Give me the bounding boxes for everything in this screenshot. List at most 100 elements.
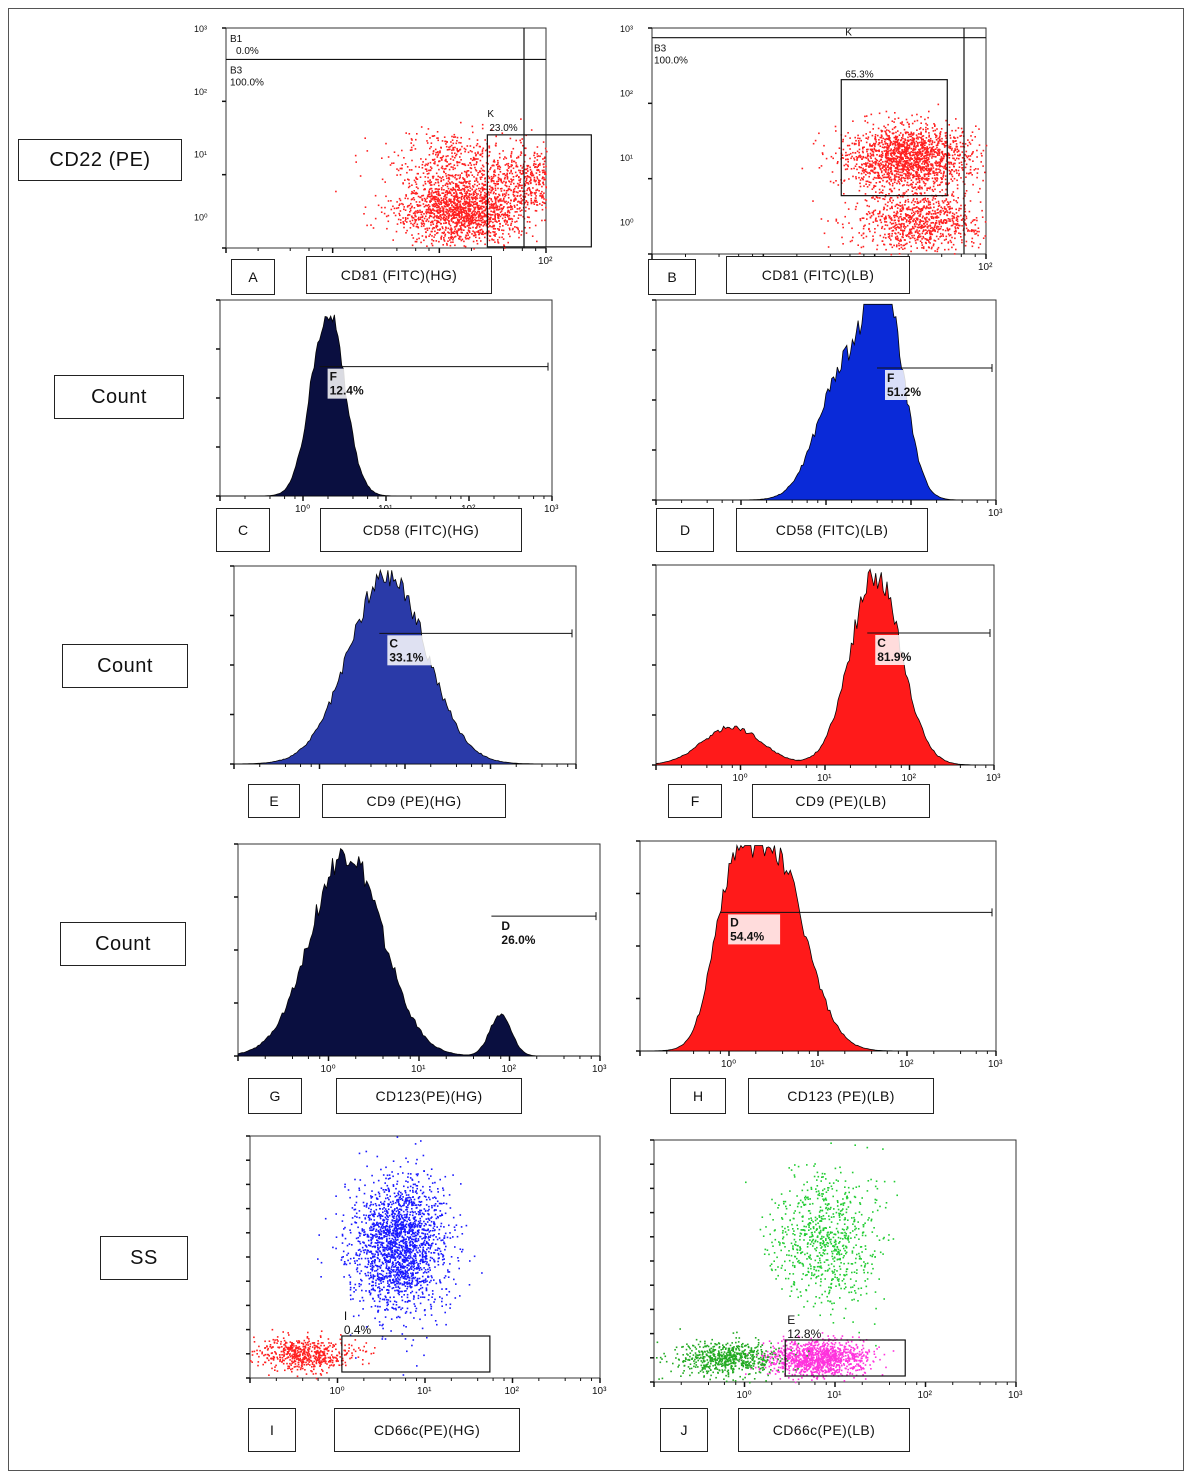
event-dot xyxy=(919,215,921,217)
event-dot xyxy=(877,215,880,218)
event-dot xyxy=(540,195,543,197)
event-dot xyxy=(485,202,487,204)
event-dot xyxy=(874,231,876,234)
event-dot xyxy=(445,200,448,203)
event-dot xyxy=(476,139,479,141)
event-dot xyxy=(449,228,451,231)
event-dot xyxy=(467,213,469,215)
event-dot xyxy=(863,171,865,174)
event-dot xyxy=(498,236,501,239)
event-dot xyxy=(485,195,487,198)
event-dot xyxy=(452,238,454,241)
event-dot xyxy=(866,150,868,153)
event-dot xyxy=(474,214,477,217)
event-dot xyxy=(891,246,894,249)
event-dot xyxy=(905,131,908,133)
event-dot xyxy=(906,139,909,142)
event-dot xyxy=(463,184,466,187)
event-dot xyxy=(910,201,913,204)
event-dot xyxy=(868,175,870,178)
event-dot xyxy=(410,192,413,195)
event-dot xyxy=(971,152,974,154)
event-dot xyxy=(870,154,873,157)
event-dot xyxy=(462,163,465,165)
event-dot xyxy=(481,197,483,200)
event-dot xyxy=(454,167,456,170)
event-dot xyxy=(881,146,884,149)
event-dot xyxy=(882,208,885,211)
event-dot xyxy=(472,131,474,134)
event-dot xyxy=(893,225,896,228)
event-dot xyxy=(947,161,949,164)
event-dot xyxy=(422,203,425,205)
event-dot xyxy=(492,221,494,224)
event-dot xyxy=(877,224,879,227)
event-dot xyxy=(448,176,450,179)
event-dot xyxy=(949,201,952,203)
event-dot xyxy=(543,177,545,179)
event-dot xyxy=(888,162,890,164)
event-dot xyxy=(458,222,460,224)
event-dot xyxy=(903,225,905,227)
event-dot xyxy=(881,215,883,218)
event-dot xyxy=(864,115,866,118)
event-dot xyxy=(911,186,913,188)
event-dot xyxy=(946,214,948,216)
event-dot xyxy=(920,122,922,124)
event-dot xyxy=(428,169,430,172)
event-dot xyxy=(932,146,935,148)
event-dot xyxy=(885,248,887,251)
event-dot xyxy=(520,141,522,144)
event-dot xyxy=(526,203,529,206)
event-dot xyxy=(927,207,929,209)
event-dot xyxy=(432,226,435,229)
event-dot xyxy=(463,218,465,220)
event-dot xyxy=(964,223,967,225)
event-dot xyxy=(451,135,453,138)
event-dot xyxy=(435,178,438,181)
event-dot xyxy=(928,168,930,171)
event-dot xyxy=(473,159,476,161)
event-dot xyxy=(529,192,532,195)
event-dot xyxy=(518,214,520,216)
event-dot xyxy=(921,167,923,169)
event-dot xyxy=(895,213,898,215)
event-dot xyxy=(865,141,868,144)
event-dot xyxy=(943,144,946,147)
event-dot xyxy=(482,225,485,227)
event-dot xyxy=(910,133,913,135)
event-dot xyxy=(895,160,898,162)
event-dot xyxy=(918,221,921,223)
event-dot xyxy=(467,224,469,227)
event-dot xyxy=(917,161,919,163)
event-dot xyxy=(481,208,483,210)
event-dot xyxy=(918,128,921,130)
event-dot xyxy=(843,180,845,182)
event-dot xyxy=(977,227,980,229)
event-dot xyxy=(427,209,430,211)
event-dot xyxy=(512,147,515,150)
event-dot xyxy=(885,146,888,148)
event-dot xyxy=(823,232,826,235)
event-dot xyxy=(427,180,429,183)
event-dot xyxy=(482,233,484,236)
event-dot xyxy=(874,167,877,169)
event-dot xyxy=(880,171,883,174)
event-dot xyxy=(907,152,910,154)
event-dot xyxy=(504,216,507,219)
event-dot xyxy=(882,189,884,192)
event-dot xyxy=(398,212,400,215)
event-dot xyxy=(952,243,955,246)
event-dot xyxy=(955,169,958,172)
event-dot xyxy=(902,208,904,211)
event-dot xyxy=(463,220,466,223)
event-dot xyxy=(927,213,930,216)
event-dot xyxy=(446,244,448,246)
event-dot xyxy=(424,176,427,178)
event-dot xyxy=(941,178,943,181)
event-dot xyxy=(948,146,950,149)
event-dot xyxy=(925,137,928,139)
event-dot xyxy=(908,158,911,161)
event-dot xyxy=(519,201,521,203)
event-dot xyxy=(446,185,449,188)
